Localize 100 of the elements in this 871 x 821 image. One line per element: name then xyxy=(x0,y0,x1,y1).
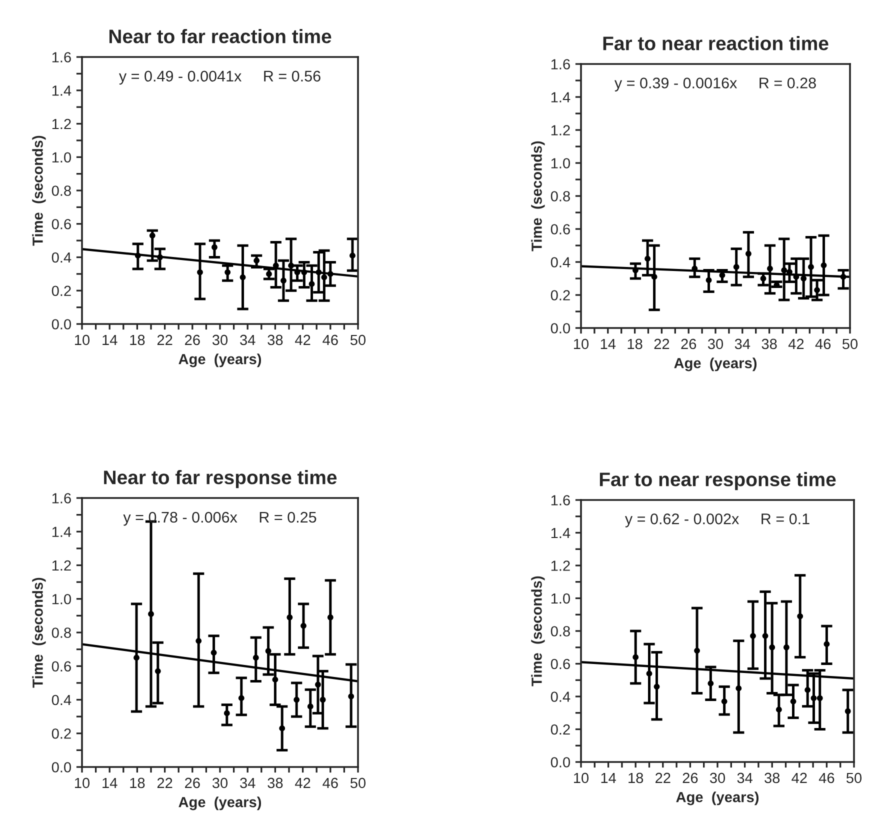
x-tick-label: 38 xyxy=(764,772,780,784)
point xyxy=(781,267,788,274)
x-tick-label: 18 xyxy=(628,338,642,350)
x-tick-label: 10 xyxy=(574,772,589,784)
point xyxy=(288,262,294,269)
x-tick-label: 46 xyxy=(322,334,338,346)
x-tick-label: 18 xyxy=(130,778,145,788)
x-tick-label: 42 xyxy=(792,772,807,783)
y-tick-label: 1.4 xyxy=(52,526,72,537)
point xyxy=(746,250,752,257)
point xyxy=(254,258,260,264)
point xyxy=(321,274,328,280)
x-axis-title: Age (years) xyxy=(178,354,262,368)
point xyxy=(327,270,334,277)
y-tick-label: 1.4 xyxy=(551,92,570,102)
point xyxy=(654,684,660,690)
y-tick-label: 1.6 xyxy=(551,59,570,70)
point xyxy=(769,644,776,650)
y-tick-label: 0.2 xyxy=(550,290,570,300)
y-tick-label: 0.6 xyxy=(550,224,570,234)
x-tick-label: 42 xyxy=(295,778,310,788)
point xyxy=(721,698,728,704)
annotation: y = 0.49 - 0.0041x R = 0.56 xyxy=(118,70,320,85)
point xyxy=(733,264,740,270)
x-tick-label: 34 xyxy=(240,778,256,788)
point xyxy=(196,638,202,644)
point xyxy=(224,710,230,716)
point xyxy=(157,254,163,260)
x-tick-label: 50 xyxy=(350,778,366,788)
x-tick-label: 42 xyxy=(788,338,804,349)
y-tick-label: 0.2 xyxy=(550,724,570,735)
point xyxy=(300,622,306,629)
y-tick-label: 0.6 xyxy=(52,661,71,672)
point xyxy=(644,256,651,262)
annotation: y = 0.78 - 0.006x R = 0.25 xyxy=(123,512,316,526)
y-tick-label: 1.4 xyxy=(551,528,570,538)
y-axis-title: Time (seconds) xyxy=(32,136,46,246)
point xyxy=(316,269,322,276)
y-tick-label: 1.6 xyxy=(52,493,71,504)
point xyxy=(790,698,796,704)
point xyxy=(286,614,293,620)
point xyxy=(840,274,846,280)
x-tick-label: 14 xyxy=(600,338,616,349)
x-tick-label: 34 xyxy=(734,338,750,350)
x-tick-label: 26 xyxy=(185,778,200,788)
y-axis-title: Time (seconds) xyxy=(531,576,545,686)
x-tick-label: 10 xyxy=(75,334,90,346)
point xyxy=(844,708,851,714)
point xyxy=(797,613,804,620)
y-tick-label: 1.6 xyxy=(52,52,71,62)
x-tick-label: 46 xyxy=(322,778,338,788)
x-tick-label: 22 xyxy=(654,338,670,349)
point xyxy=(776,706,782,713)
point xyxy=(212,244,218,250)
y-tick-label: 1.2 xyxy=(551,125,570,136)
x-tick-label: 38 xyxy=(268,334,283,346)
y-tick-label: 1.0 xyxy=(52,594,72,604)
point xyxy=(301,269,308,276)
y-tick-label: 1.0 xyxy=(551,158,570,168)
x-tick-label: 30 xyxy=(708,338,724,350)
point xyxy=(252,654,259,661)
point xyxy=(800,276,807,282)
y-tick-label: 0.4 xyxy=(52,252,72,263)
x-tick-label: 14 xyxy=(601,772,616,783)
y-tick-label: 0.0 xyxy=(52,319,72,330)
point xyxy=(816,695,823,702)
point xyxy=(783,644,790,650)
y-tick-label: 1.2 xyxy=(52,118,71,130)
point xyxy=(154,668,161,674)
x-tick-label: 30 xyxy=(710,772,726,784)
y-tick-label: 0.2 xyxy=(52,728,71,739)
point xyxy=(307,704,314,710)
point xyxy=(350,252,356,259)
point xyxy=(279,725,286,732)
point xyxy=(197,269,203,276)
point xyxy=(767,266,773,272)
x-tick-label: 10 xyxy=(574,338,589,350)
y-tick-label: 1.2 xyxy=(52,560,71,571)
point xyxy=(308,281,315,287)
y-tick-label: 1.0 xyxy=(52,152,72,163)
y-tick-label: 0.0 xyxy=(52,762,72,772)
x-tick-label: 22 xyxy=(157,778,172,788)
point xyxy=(210,650,217,656)
point xyxy=(265,648,272,654)
annotation: y = 0.39 - 0.0016x R = 0.28 xyxy=(614,78,816,92)
x-tick-label: 38 xyxy=(268,778,283,788)
point xyxy=(149,232,156,238)
y-tick-label: 0.8 xyxy=(52,186,71,196)
y-tick-label: 0.8 xyxy=(550,626,570,636)
point xyxy=(224,269,231,276)
x-tick-label: 50 xyxy=(842,338,858,350)
chart-title: Far to near response time xyxy=(600,472,836,490)
y-tick-label: 0.6 xyxy=(52,218,71,230)
point xyxy=(810,695,817,702)
point xyxy=(820,262,827,268)
point xyxy=(804,687,811,693)
point xyxy=(646,670,652,677)
x-axis-title: Age (years) xyxy=(676,792,759,806)
point xyxy=(808,264,814,270)
x-axis-title: Age (years) xyxy=(674,358,757,372)
